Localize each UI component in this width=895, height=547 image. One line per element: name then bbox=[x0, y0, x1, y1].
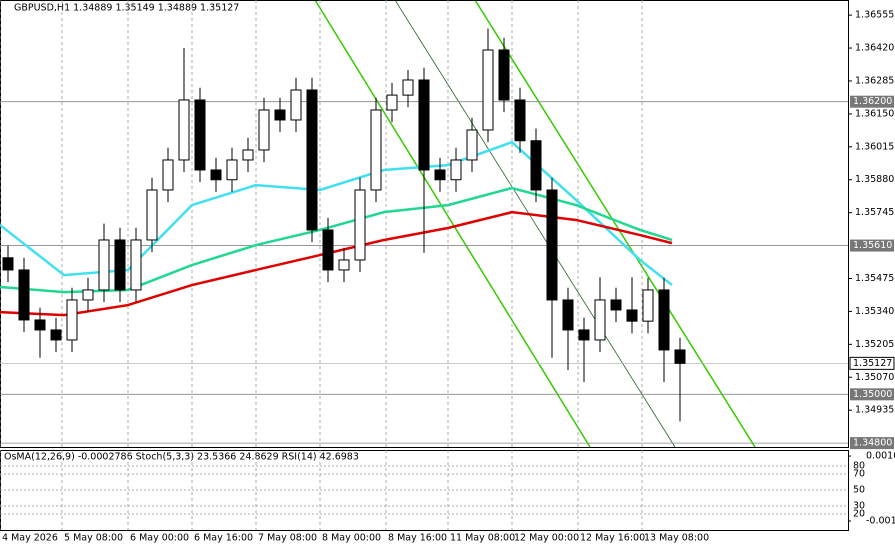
candle-body bbox=[578, 329, 590, 341]
y-tick-label: 20 bbox=[853, 509, 865, 520]
main-frame bbox=[0, 0, 849, 448]
candle-body bbox=[162, 159, 174, 191]
last-price-label: 1.35127 bbox=[853, 358, 892, 369]
candle-body bbox=[82, 289, 94, 301]
candle-body bbox=[258, 109, 270, 151]
x-tick-label: 12 May 00:00 bbox=[514, 533, 579, 544]
y-tick-label: 1.36285 bbox=[855, 75, 894, 86]
level-label: 1.34800 bbox=[853, 438, 892, 449]
candle-body bbox=[194, 99, 206, 171]
candle-body bbox=[146, 189, 158, 241]
y-tick-label: 1.35880 bbox=[855, 174, 894, 185]
oscillator-label: OsMA(12,26,9) -0.0002786 Stoch(5,3,3) 23… bbox=[4, 452, 359, 463]
x-tick-label: 13 May 08:00 bbox=[644, 533, 709, 544]
candle-body bbox=[210, 169, 222, 181]
x-tick-label: 8 May 00:00 bbox=[322, 533, 381, 544]
level-label: 1.35610 bbox=[853, 240, 892, 251]
candle-body bbox=[386, 94, 398, 111]
candle-body bbox=[498, 49, 510, 101]
y-tick-label: 1.36555 bbox=[855, 10, 894, 21]
candle-body bbox=[610, 299, 622, 311]
candle-body bbox=[674, 349, 686, 364]
candle-body bbox=[114, 239, 126, 291]
candle-body bbox=[226, 159, 238, 181]
x-tick-label: 5 May 08:00 bbox=[64, 533, 123, 544]
x-tick-label: 7 May 08:00 bbox=[258, 533, 317, 544]
candle-body bbox=[434, 169, 446, 181]
candle-body bbox=[546, 189, 558, 301]
y-tick-label: 1.36420 bbox=[855, 43, 894, 54]
y-tick-label: 30 bbox=[853, 501, 865, 512]
y-tick-label: 1.35340 bbox=[855, 306, 894, 317]
candle-body bbox=[338, 259, 350, 271]
candle-body bbox=[66, 299, 78, 341]
x-tick-label: 4 May 2026 bbox=[2, 533, 58, 544]
trend-channel bbox=[314, 0, 756, 448]
candle-body bbox=[354, 189, 366, 261]
y-tick-label: 1.35475 bbox=[855, 273, 894, 284]
channel-line bbox=[394, 0, 676, 448]
moving-average bbox=[0, 210, 673, 317]
candle-body bbox=[98, 239, 110, 291]
candle-body bbox=[562, 299, 574, 331]
x-tick-label: 11 May 08:00 bbox=[450, 533, 515, 544]
level-label: 1.35000 bbox=[853, 389, 892, 400]
x-tick-label: 6 May 16:00 bbox=[194, 533, 253, 544]
channel-line bbox=[474, 0, 756, 448]
level-label-box bbox=[850, 239, 894, 252]
candle-body bbox=[274, 109, 286, 121]
y-tick-label: 1.35205 bbox=[855, 339, 894, 350]
chart-header: GBPUSD,H1 1.34889 1.35149 1.34889 1.3512… bbox=[14, 3, 239, 14]
candle-body bbox=[306, 89, 318, 231]
level-label-box bbox=[850, 388, 894, 401]
level-label-box bbox=[850, 437, 894, 450]
y2-tick-label: -0.001185 bbox=[866, 515, 895, 526]
candle-body bbox=[290, 89, 302, 121]
y2-tick-label: 0.0010156 bbox=[866, 451, 895, 462]
candle-body bbox=[418, 79, 430, 171]
candle-body bbox=[594, 299, 606, 341]
x-tick-label: 12 May 16:00 bbox=[580, 533, 645, 544]
candle-body bbox=[178, 99, 190, 161]
candle-body bbox=[466, 129, 478, 161]
y-tick-label: 50 bbox=[853, 485, 865, 496]
candle-body bbox=[130, 239, 142, 291]
candle-body bbox=[626, 309, 638, 322]
x-tick-label: 6 May 00:00 bbox=[130, 533, 189, 544]
candle-body bbox=[50, 329, 62, 341]
candle-body bbox=[242, 149, 254, 161]
candle-body bbox=[450, 159, 462, 181]
y-tick-label: 1.35070 bbox=[855, 372, 894, 383]
y-tick-label: 1.36150 bbox=[855, 108, 894, 119]
candle-body bbox=[514, 99, 526, 142]
candle-body bbox=[370, 109, 382, 191]
candle-body bbox=[530, 140, 542, 191]
level-label-box bbox=[850, 95, 894, 108]
candle-body bbox=[642, 289, 654, 322]
candle-body bbox=[658, 289, 670, 351]
y-tick-label: 70 bbox=[853, 469, 865, 480]
last-price-box bbox=[849, 356, 895, 370]
x-tick-label: 8 May 16:00 bbox=[388, 533, 447, 544]
candle-body bbox=[18, 269, 30, 321]
candle-body bbox=[34, 319, 46, 331]
candle-body bbox=[322, 229, 334, 271]
level-label: 1.36200 bbox=[853, 96, 892, 107]
candle-body bbox=[2, 257, 14, 271]
y-tick-label: 1.35745 bbox=[855, 207, 894, 218]
candle-body bbox=[402, 79, 414, 96]
y-tick-label: 1.34935 bbox=[855, 405, 894, 416]
channel-line bbox=[314, 0, 591, 448]
y-tick-label: 80 bbox=[853, 461, 865, 472]
y-tick-label: 1.36015 bbox=[855, 141, 894, 152]
candle-body bbox=[482, 49, 494, 131]
